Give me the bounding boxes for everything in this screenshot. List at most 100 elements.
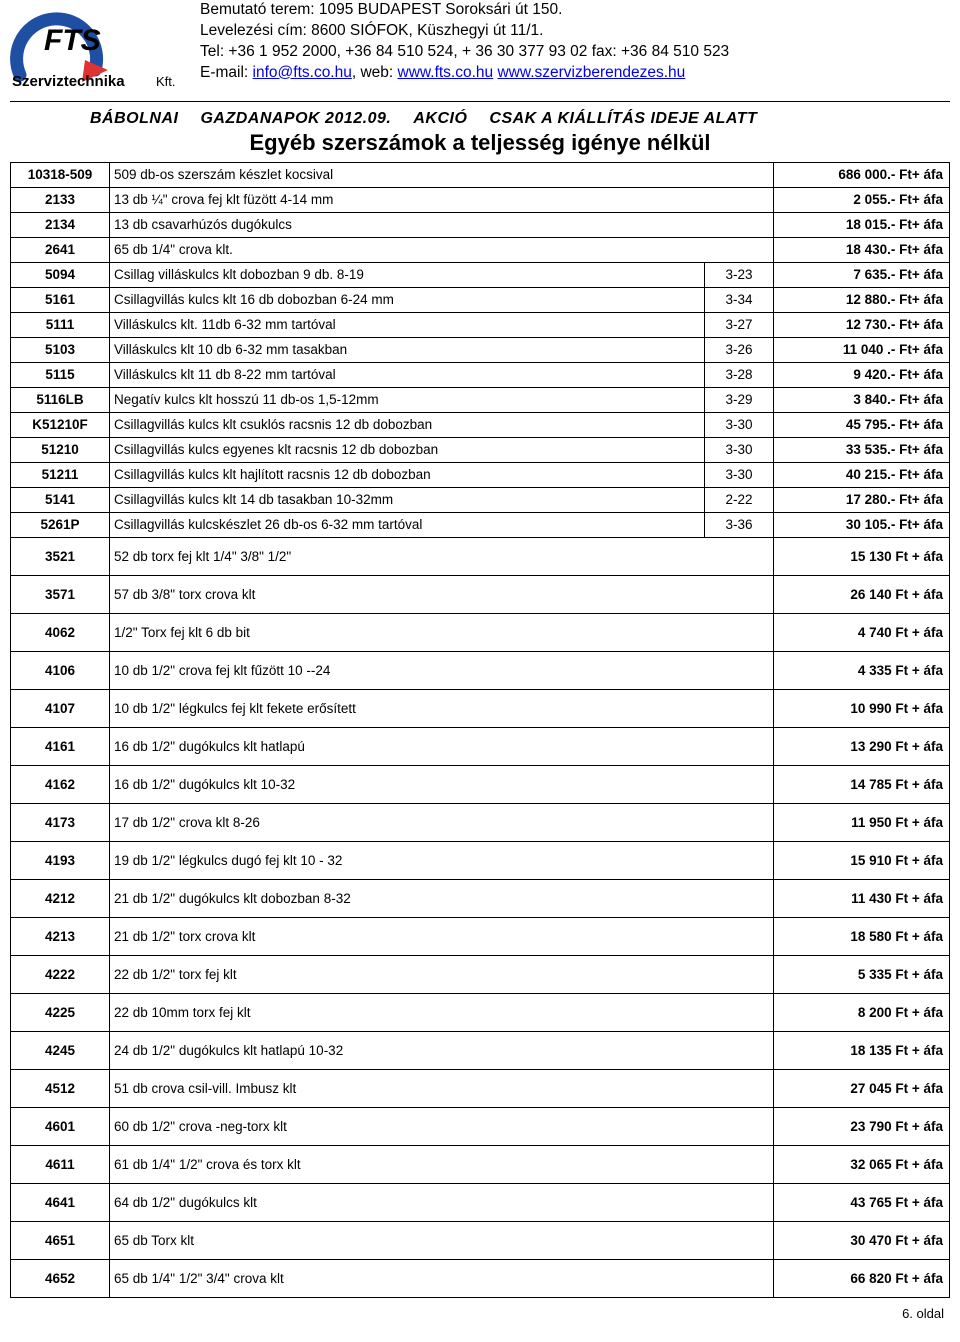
table-row: 465265 db 1/4" 1/2" 3/4" crova klt66 820…	[11, 1260, 950, 1298]
cell-price: 45 795.- Ft+ áfa	[774, 413, 950, 438]
table-row: 416216 db 1/2" dugókulcs klt 10-3214 785…	[11, 766, 950, 804]
cell-code: 2133	[11, 188, 110, 213]
header: FTS Szerviztechnika Kft. Bemutató terem:…	[10, 0, 950, 95]
table-row: K51210FCsillagvillás kulcs klt csuklós r…	[11, 413, 950, 438]
cell-page: 3-29	[705, 388, 774, 413]
table-row: 213413 db csavarhúzós dugókulcs18 015.- …	[11, 213, 950, 238]
cell-desc: Csillagvillás kulcskészlet 26 db-os 6-32…	[110, 513, 705, 538]
cell-code: 5111	[11, 313, 110, 338]
cell-price: 18 135 Ft + áfa	[774, 1032, 950, 1070]
cell-desc: 65 db 1/4" 1/2" 3/4" crova klt	[110, 1260, 774, 1298]
cell-price: 4 740 Ft + áfa	[774, 614, 950, 652]
table-row: 352152 db torx fej klt 1/4" 3/8" 1/2"15 …	[11, 538, 950, 576]
cell-page: 3-30	[705, 463, 774, 488]
cell-page: 3-28	[705, 363, 774, 388]
table-row: 417317 db 1/2" crova klt 8-2611 950 Ft +…	[11, 804, 950, 842]
cell-price: 26 140 Ft + áfa	[774, 576, 950, 614]
table-row: 419319 db 1/2" légkulcs dugó fej klt 10 …	[11, 842, 950, 880]
banner-line: BÁBOLNAIGAZDANAPOK 2012.09.AKCIÓCSAK A K…	[90, 110, 950, 128]
table-row: 461161 db 1/4" 1/2" crova és torx klt32 …	[11, 1146, 950, 1184]
cell-desc: 52 db torx fej klt 1/4" 3/8" 1/2"	[110, 538, 774, 576]
svg-text:FTS: FTS	[44, 24, 101, 57]
cell-price: 66 820 Ft + áfa	[774, 1260, 950, 1298]
cell-price: 30 105.- Ft+ áfa	[774, 513, 950, 538]
table-row: 422222 db 1/2" torx fej klt5 335 Ft + áf…	[11, 956, 950, 994]
cell-code: 4161	[11, 728, 110, 766]
table-row: 424524 db 1/2" dugókulcs klt hatlapú 10-…	[11, 1032, 950, 1070]
cell-price: 23 790 Ft + áfa	[774, 1108, 950, 1146]
table-row: 5115Villáskulcs klt 11 db 8-22 mm tartóv…	[11, 363, 950, 388]
table-row: 10318-509509 db-os szerszám készlet kocs…	[11, 163, 950, 188]
cell-code: 4641	[11, 1184, 110, 1222]
cell-desc: Villáskulcs klt. 11db 6-32 mm tartóval	[110, 313, 705, 338]
svg-text:Szerviztechnika: Szerviztechnika	[12, 73, 125, 90]
table-row: 416116 db 1/2" dugókulcs klt hatlapú13 2…	[11, 728, 950, 766]
cell-desc: Csillagvillás kulcs klt csuklós racsnis …	[110, 413, 705, 438]
cell-desc: 21 db 1/2" torx crova klt	[110, 918, 774, 956]
table-row: 421321 db 1/2" torx crova klt18 580 Ft +…	[11, 918, 950, 956]
cell-page: 3-30	[705, 413, 774, 438]
cell-desc: 16 db 1/2" dugókulcs klt hatlapú	[110, 728, 774, 766]
cell-code: 4225	[11, 994, 110, 1032]
logo: FTS Szerviztechnika Kft.	[10, 0, 200, 95]
cell-price: 18 430.- Ft+ áfa	[774, 238, 950, 263]
table-row: 460160 db 1/2" crova -neg-torx klt23 790…	[11, 1108, 950, 1146]
web-link-2[interactable]: www.szervizberendezes.hu	[497, 64, 685, 81]
email-label: E-mail:	[200, 64, 253, 81]
cell-desc: 17 db 1/2" crova klt 8-26	[110, 804, 774, 842]
web-label: , web:	[352, 64, 398, 81]
cell-code: 4512	[11, 1070, 110, 1108]
banner-left: BÁBOLNAI	[90, 110, 178, 127]
table-row: 451251 db crova csil-vill. Imbusz klt27 …	[11, 1070, 950, 1108]
cell-price: 11 040 .- Ft+ áfa	[774, 338, 950, 363]
email-link[interactable]: info@fts.co.hu	[253, 64, 352, 81]
divider	[10, 101, 950, 102]
cell-desc: 13 db csavarhúzós dugókulcs	[110, 213, 774, 238]
table-row: 465165 db Torx klt30 470 Ft + áfa	[11, 1222, 950, 1260]
cell-page: 3-36	[705, 513, 774, 538]
table-row: 5094Csillag villáskulcs klt dobozban 9 d…	[11, 263, 950, 288]
table-row: 51211Csillagvillás kulcs klt hajlított r…	[11, 463, 950, 488]
cell-code: 51211	[11, 463, 110, 488]
cell-desc: 64 db 1/2" dugókulcs klt	[110, 1184, 774, 1222]
cell-desc: 10 db 1/2" légkulcs fej klt fekete erősí…	[110, 690, 774, 728]
cell-price: 32 065 Ft + áfa	[774, 1146, 950, 1184]
cell-price: 13 290 Ft + áfa	[774, 728, 950, 766]
product-table: 10318-509509 db-os szerszám készlet kocs…	[10, 162, 950, 1298]
cell-code: 4212	[11, 880, 110, 918]
cell-desc: 21 db 1/2" dugókulcs klt dobozban 8-32	[110, 880, 774, 918]
cell-page: 3-27	[705, 313, 774, 338]
page: FTS Szerviztechnika Kft. Bemutató terem:…	[0, 0, 960, 1341]
cell-code: 5103	[11, 338, 110, 363]
cell-price: 2 055.- Ft+ áfa	[774, 188, 950, 213]
cell-code: 4601	[11, 1108, 110, 1146]
table-row: 410710 db 1/2" légkulcs fej klt fekete e…	[11, 690, 950, 728]
cell-price: 14 785 Ft + áfa	[774, 766, 950, 804]
cell-desc: 61 db 1/4" 1/2" crova és torx klt	[110, 1146, 774, 1184]
cell-desc: 57 db 3/8" torx crova klt	[110, 576, 774, 614]
cell-price: 18 015.- Ft+ áfa	[774, 213, 950, 238]
cell-desc: Csillagvillás kulcs klt 14 db tasakban 1…	[110, 488, 705, 513]
cell-desc: 1/2" Torx fej klt 6 db bit	[110, 614, 774, 652]
cell-code: 5116LB	[11, 388, 110, 413]
cell-price: 8 200 Ft + áfa	[774, 994, 950, 1032]
cell-code: 5141	[11, 488, 110, 513]
cell-code: 2134	[11, 213, 110, 238]
cell-code: 5115	[11, 363, 110, 388]
cell-price: 43 765 Ft + áfa	[774, 1184, 950, 1222]
cell-price: 4 335 Ft + áfa	[774, 652, 950, 690]
cell-code: 5261P	[11, 513, 110, 538]
table-row: 5111Villáskulcs klt. 11db 6-32 mm tartóv…	[11, 313, 950, 338]
cell-code: 4222	[11, 956, 110, 994]
table-row: 421221 db 1/2" dugókulcs klt dobozban 8-…	[11, 880, 950, 918]
cell-code: 4062	[11, 614, 110, 652]
header-line-3: Tel: +36 1 952 2000, +36 84 510 524, + 3…	[200, 42, 950, 63]
header-text: Bemutató terem: 1095 BUDAPEST Soroksári …	[200, 0, 950, 84]
cell-price: 15 130 Ft + áfa	[774, 538, 950, 576]
web-link-1[interactable]: www.fts.co.hu	[398, 64, 494, 81]
page-number: 6. oldal	[10, 1306, 950, 1321]
cell-code: 10318-509	[11, 163, 110, 188]
cell-desc: 16 db 1/2" dugókulcs klt 10-32	[110, 766, 774, 804]
table-row: 51210Csillagvillás kulcs egyenes klt rac…	[11, 438, 950, 463]
cell-desc: 51 db crova csil-vill. Imbusz klt	[110, 1070, 774, 1108]
